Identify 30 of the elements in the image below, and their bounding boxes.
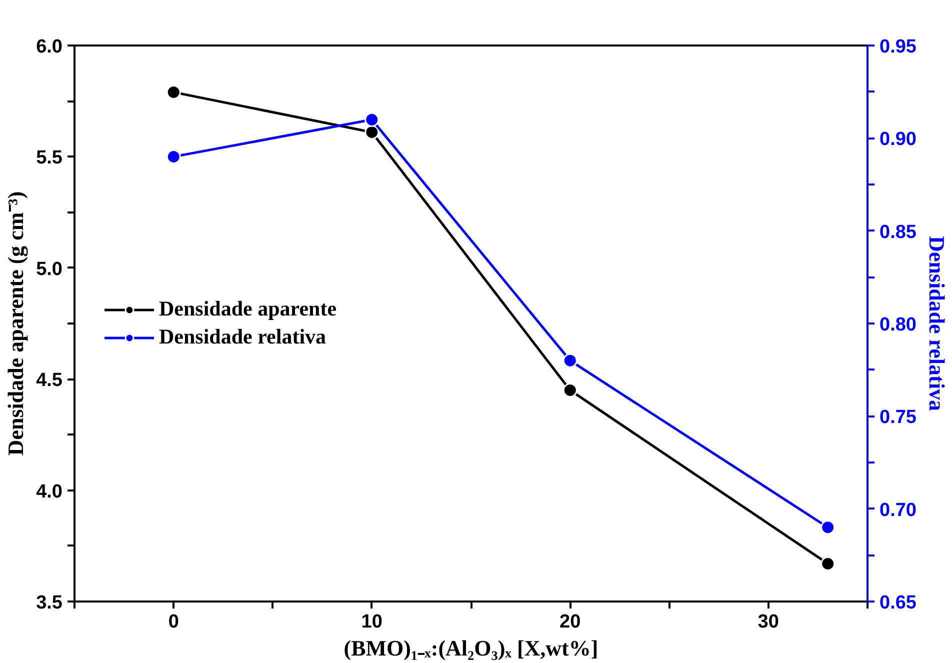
y-tick-label: 5.0 [36, 258, 63, 280]
point [562, 382, 578, 398]
x-tick-label: 20 [560, 612, 581, 632]
y2-tick-label: 0.85 [880, 222, 917, 243]
point [166, 149, 181, 164]
y2-tick-label: 0.75 [880, 407, 917, 428]
y-axis-title: Densidade aparente (g cm⁻³) [3, 191, 28, 456]
point [364, 112, 380, 127]
x-axis-title: (BMO)₁₋ₓ:(Al₂O₃)ₓ [X,wt%] [344, 636, 598, 660]
point [166, 84, 181, 100]
x-tick-label: 30 [758, 612, 779, 632]
point [562, 353, 578, 368]
y-tick-label: 6.0 [36, 36, 63, 58]
point [364, 125, 380, 140]
point [820, 520, 836, 535]
y-tick-label: 3.5 [36, 592, 63, 614]
y2-axis-title: Densidade relativa [924, 236, 950, 411]
y-tick-label: 4.5 [36, 370, 63, 392]
legend-label: Densidade aparente [159, 296, 337, 322]
x-tick-label: 0 [168, 612, 179, 632]
y-tick-label: 5.5 [36, 148, 63, 169]
y2-tick-label: 0.95 [880, 36, 917, 58]
point [820, 556, 836, 571]
y2-tick-label: 0.70 [880, 500, 916, 521]
y-tick-label: 4.0 [36, 481, 63, 502]
legend-label: Densidade relativa [159, 324, 326, 350]
x-tick-label: 10 [361, 612, 382, 632]
y2-tick-label: 0.90 [880, 129, 916, 150]
y2-tick-label: 0.80 [880, 314, 916, 336]
y2-tick-label: 0.65 [880, 592, 917, 614]
